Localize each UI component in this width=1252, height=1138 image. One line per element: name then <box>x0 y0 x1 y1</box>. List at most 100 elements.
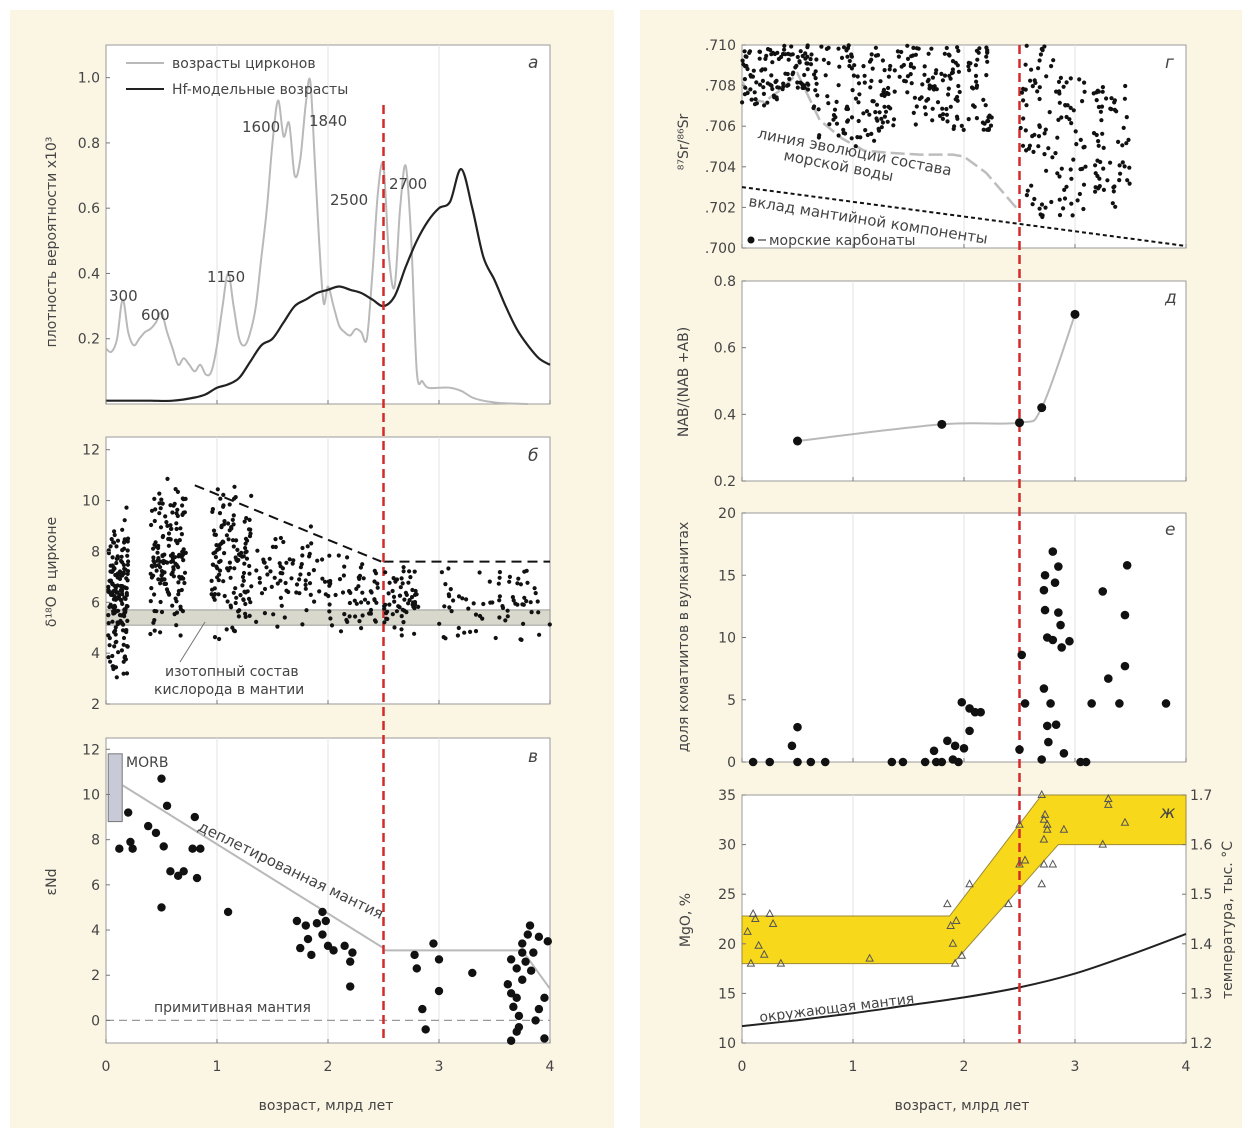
oxygen-isotope-point <box>106 655 111 660</box>
y-tick-label-d: 0.8 <box>714 274 736 290</box>
oxygen-isotope-point <box>347 614 352 619</box>
komatiite-point <box>965 726 974 736</box>
oxygen-isotope-point <box>211 528 217 533</box>
oxygen-isotope-point <box>398 585 403 590</box>
sr-carbonate-point <box>973 63 979 68</box>
sr-carbonate-point <box>937 113 943 118</box>
oxygen-isotope-point <box>148 631 153 637</box>
sr-carbonate-point <box>809 52 814 57</box>
nd-isotope-point <box>157 903 166 912</box>
x-tick-label-right: 2 <box>960 1059 969 1075</box>
sr-carbonate-point <box>927 86 932 91</box>
oxygen-isotope-point <box>503 618 508 623</box>
oxygen-isotope-point <box>166 543 171 548</box>
y-tick-label-b: 4 <box>91 646 100 662</box>
sr-carbonate-point <box>748 87 753 92</box>
oxygen-isotope-point <box>455 633 460 638</box>
nd-isotope-point <box>346 982 355 991</box>
sr-carbonate-point <box>834 121 840 126</box>
sr-carbonate-point <box>967 68 972 73</box>
sr-carbonate-point <box>1038 212 1043 217</box>
nd-isotope-point <box>179 867 188 876</box>
oxygen-isotope-point <box>413 592 418 598</box>
sr-carbonate-point <box>1069 121 1074 126</box>
oxygen-isotope-point <box>278 578 283 583</box>
komatiite-point <box>957 697 967 707</box>
komatiite-point <box>959 744 969 753</box>
sr-carbonate-point <box>1043 127 1048 132</box>
sr-carbonate-point <box>895 49 901 54</box>
oxygen-isotope-point <box>160 553 165 558</box>
oxygen-isotope-point <box>152 608 157 614</box>
mgo-triangle <box>1039 834 1049 843</box>
oxygen-isotope-point <box>159 497 164 502</box>
sr-carbonate-point <box>1097 184 1102 189</box>
oxygen-isotope-point <box>456 625 461 631</box>
y-tick-label-c: 0 <box>91 1013 100 1029</box>
sr-carbonate-point <box>856 118 861 124</box>
sr-carbonate-point <box>856 81 862 86</box>
sr-carbonate-point <box>826 61 831 66</box>
oxygen-isotope-point <box>221 492 226 497</box>
oxygen-isotope-point <box>215 487 220 492</box>
oxygen-isotope-point <box>477 570 482 575</box>
sr-carbonate-point <box>1036 134 1042 139</box>
oxygen-isotope-point <box>106 587 111 592</box>
sr-carbonate-point <box>934 87 939 92</box>
oxygen-isotope-point <box>124 593 129 598</box>
mgo-triangle <box>950 958 960 967</box>
sr-carbonate-point <box>985 119 990 124</box>
sr-carbonate-point <box>957 89 962 95</box>
sr-carbonate-point <box>1037 206 1042 211</box>
oxygen-isotope-point <box>218 496 223 501</box>
oxygen-isotope-point <box>154 568 159 573</box>
oxygen-isotope-point <box>303 582 308 588</box>
oxygen-isotope-point <box>269 584 274 590</box>
oxygen-isotope-point <box>243 590 248 595</box>
sr-carbonate-point <box>886 74 892 79</box>
sr-carbonate-point <box>770 60 775 65</box>
sr-carbonate-point <box>896 54 902 59</box>
oxygen-isotope-point <box>383 570 388 575</box>
oxygen-isotope-point <box>529 610 534 615</box>
oxygen-isotope-point <box>226 568 231 573</box>
sr-carbonate-point <box>811 105 816 111</box>
mgo-triangle <box>746 958 756 967</box>
oxygen-isotope-point <box>271 612 276 617</box>
oxygen-isotope-point <box>327 583 332 588</box>
oxygen-isotope-point <box>287 557 292 562</box>
sr-carbonate-point <box>1101 187 1106 192</box>
sr-carbonate-point <box>974 116 980 121</box>
mgo-triangle <box>943 899 952 908</box>
sr-carbonate-point <box>905 90 910 95</box>
sr-carbonate-point <box>948 104 953 109</box>
sr-carbonate-point <box>945 119 950 124</box>
curves <box>105 45 1187 1043</box>
komatiite-point <box>748 757 758 767</box>
oxygen-isotope-point <box>243 536 249 541</box>
nd-isotope-point <box>190 812 199 822</box>
oxygen-isotope-point <box>240 574 246 580</box>
sr-carbonate-point <box>1109 96 1114 101</box>
oxygen-isotope-point <box>175 507 180 512</box>
komatiite-point <box>976 707 985 717</box>
mgo-triangle <box>1120 817 1130 826</box>
sr-carbonate-point <box>1069 176 1074 181</box>
sr-carbonate-point <box>1042 152 1047 157</box>
sr-carbonate-point <box>1029 67 1034 72</box>
oxygen-isotope-point <box>518 637 523 642</box>
sr-carbonate-point <box>752 90 757 95</box>
sr-carbonate-point <box>905 43 910 48</box>
oxygen-isotope-point <box>402 597 407 602</box>
oxygen-isotope-point <box>172 555 177 560</box>
oxygen-isotope-point <box>111 540 117 545</box>
sr-carbonate-point <box>1124 141 1129 146</box>
sr-carbonate-point <box>1049 199 1054 205</box>
x-axis-title-right: возраст, млрд лет <box>895 1098 1030 1114</box>
sr-carbonate-point <box>881 89 886 94</box>
oxygen-isotope-point <box>122 540 127 545</box>
nab-point <box>793 436 802 446</box>
sr-carbonate-point <box>1047 110 1052 115</box>
oxygen-isotope-point <box>368 607 374 613</box>
oxygen-isotope-point <box>265 572 270 577</box>
